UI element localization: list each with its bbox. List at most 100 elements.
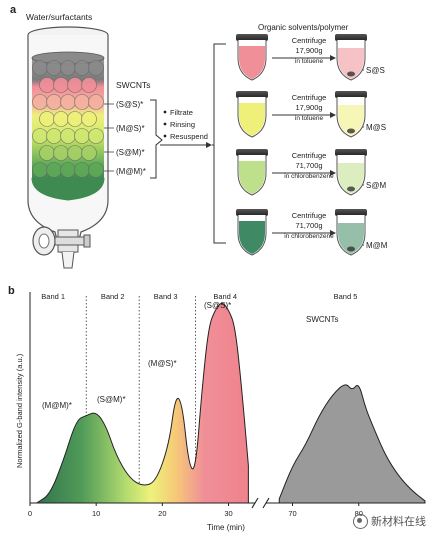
bead xyxy=(74,94,90,110)
bead xyxy=(88,162,104,178)
bead xyxy=(81,77,97,93)
tube-before-0 xyxy=(236,34,268,81)
row-step-2: Centrifuge xyxy=(292,151,327,160)
peak-label-sm: (S@M)* xyxy=(97,395,126,404)
bead xyxy=(88,128,104,144)
row-solvent-3: in chlorobenzene xyxy=(284,233,334,240)
bead xyxy=(88,94,104,110)
row-speed-2: 71,700g xyxy=(295,161,322,170)
row-product-3: M@M xyxy=(366,241,388,250)
x-tick-0: 0 xyxy=(28,509,32,518)
row-step-1: Centrifuge xyxy=(292,93,327,102)
watermark-text: 新材料在线 xyxy=(371,515,426,528)
tube-after-3 xyxy=(335,209,367,256)
row-step-3: Centrifuge xyxy=(292,211,327,220)
tube-before-3 xyxy=(236,209,268,256)
swcnt-label-b: SWCNTs xyxy=(306,315,338,324)
row-solvent-1: in toluene xyxy=(295,115,324,122)
column-label: Water/surfactants xyxy=(26,12,92,22)
fraction-label-3: (M@M)* xyxy=(116,167,146,176)
peak-label-ms: (M@S)* xyxy=(148,359,177,368)
band-label-5: Band 5 xyxy=(334,292,358,301)
row-speed-0: 17,900g xyxy=(295,46,322,55)
bead xyxy=(60,128,76,144)
x-ticks: 0 10 20 30 70 80 xyxy=(28,503,363,518)
bead xyxy=(53,111,69,127)
bead xyxy=(53,77,69,93)
tube-after-0 xyxy=(335,34,367,81)
peak-label-ss: (S@S)* xyxy=(204,301,231,310)
bead xyxy=(60,94,76,110)
row-product-0: S@S xyxy=(366,66,385,75)
step-1: Rinsing xyxy=(170,120,195,129)
chart-area-right xyxy=(278,384,426,504)
bead xyxy=(46,162,62,178)
fractions-brace xyxy=(150,99,163,179)
watermark-logo-icon xyxy=(353,513,368,529)
panel-b-label: b xyxy=(8,285,15,297)
bead xyxy=(39,77,55,93)
x-tick-20: 20 xyxy=(158,509,166,518)
bead xyxy=(46,60,62,76)
bead xyxy=(60,60,76,76)
band-label-3: Band 3 xyxy=(154,292,178,301)
process-steps: Filtrate Rinsing Resuspend xyxy=(163,108,208,141)
row-speed-1: 17,900g xyxy=(295,103,322,112)
bead xyxy=(74,162,90,178)
fraction-ticks xyxy=(104,103,114,172)
row-product-1: M@S xyxy=(366,123,386,132)
bead xyxy=(32,128,48,144)
x-tick-70: 70 xyxy=(288,509,296,518)
band-labels: Band 1 Band 2 Band 3 Band 4 Band 5 xyxy=(41,292,357,301)
bead xyxy=(81,145,97,161)
fraction-label-1: (M@S)* xyxy=(116,124,145,133)
x-tick-10: 10 xyxy=(92,509,100,518)
bead xyxy=(81,111,97,127)
x-axis-label: Time (min) xyxy=(207,523,245,532)
band-label-1: Band 1 xyxy=(41,292,65,301)
row-speed-3: 71,700g xyxy=(295,221,322,230)
step-0: Filtrate xyxy=(170,108,193,117)
bead xyxy=(53,145,69,161)
row-solvent-0: in toluene xyxy=(295,58,324,65)
row-step-0: Centrifuge xyxy=(292,36,327,45)
bead xyxy=(67,111,83,127)
bead xyxy=(67,77,83,93)
peak-label-mm: (M@M)* xyxy=(42,401,72,410)
bead xyxy=(88,60,104,76)
bead xyxy=(39,145,55,161)
chart-area-left xyxy=(34,302,249,504)
bead xyxy=(32,94,48,110)
watermark: 新材料在线 xyxy=(353,513,426,529)
swcnt-label-a: SWCNTs xyxy=(116,80,150,90)
band-label-4: Band 4 xyxy=(213,292,237,301)
chromatography-column xyxy=(27,26,109,269)
bead xyxy=(46,128,62,144)
tube-after-2 xyxy=(335,149,367,196)
band-label-2: Band 2 xyxy=(101,292,125,301)
bead xyxy=(74,60,90,76)
y-axis-label: Normalized G-band intensity (a.u.) xyxy=(15,353,24,468)
distribution-bracket xyxy=(213,43,226,244)
bead xyxy=(39,111,55,127)
axis-break xyxy=(251,497,270,509)
chart-b: Normalized G-band intensity (a.u.) Band … xyxy=(15,292,426,532)
tube-after-1 xyxy=(335,91,367,138)
bead xyxy=(74,128,90,144)
bead xyxy=(67,145,83,161)
tube-before-2 xyxy=(236,149,268,196)
step-2: Resuspend xyxy=(170,132,208,141)
gel-beads xyxy=(32,60,104,178)
bead xyxy=(32,60,48,76)
x-tick-30: 30 xyxy=(224,509,232,518)
organic-label: Organic solvents/polymer xyxy=(258,23,349,32)
row-solvent-2: in chlorobenzene xyxy=(284,173,334,180)
bead xyxy=(46,94,62,110)
row-product-2: S@M xyxy=(366,181,386,190)
